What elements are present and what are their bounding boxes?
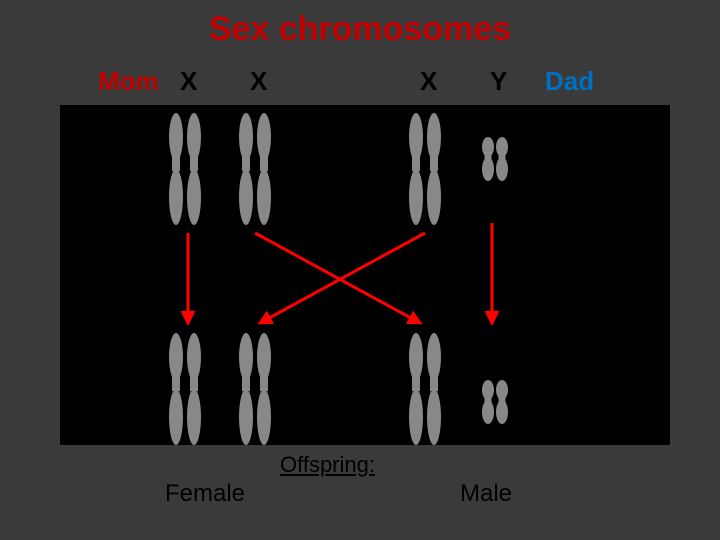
chromosome-diagram xyxy=(60,105,670,445)
label-x-mom-1: X xyxy=(180,66,197,97)
label-offspring: Offspring: xyxy=(280,452,375,478)
label-x-dad: X xyxy=(420,66,437,97)
slide: Sex chromosomes Mom X X X Y Dad Offsprin… xyxy=(0,0,720,540)
label-female: Female xyxy=(165,480,245,508)
label-y-dad: Y xyxy=(490,66,507,97)
label-dad: Dad xyxy=(545,66,594,97)
label-male: Male xyxy=(460,480,512,508)
label-x-mom-2: X xyxy=(250,66,267,97)
label-mom: Mom xyxy=(98,66,159,97)
slide-title: Sex chromosomes xyxy=(0,10,720,49)
